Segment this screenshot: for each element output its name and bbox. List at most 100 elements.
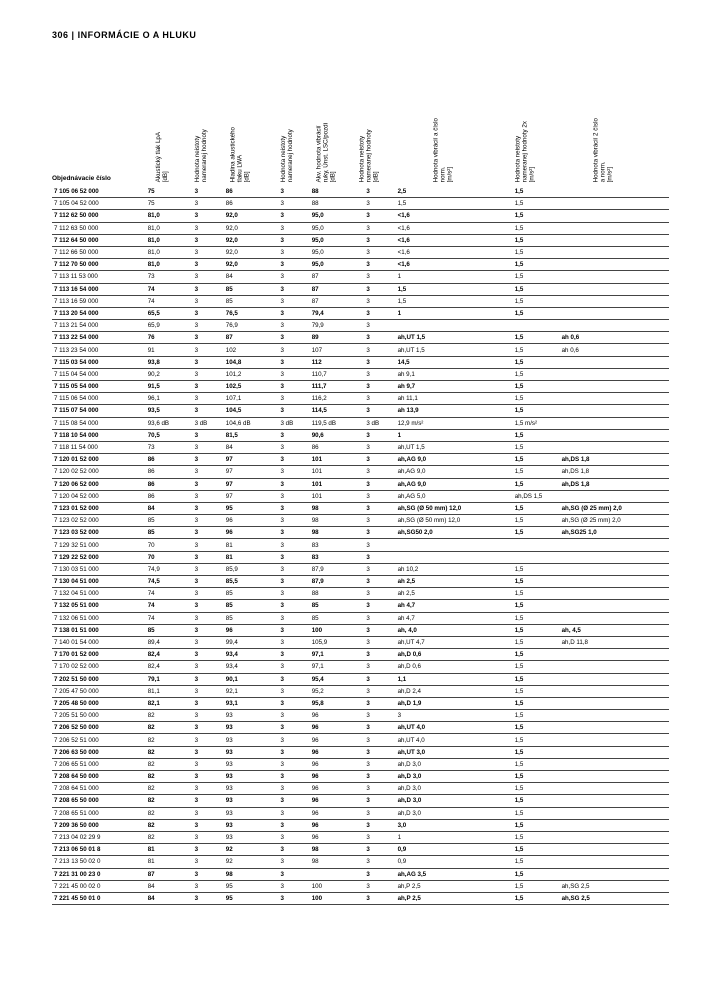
cell: 95,0 (310, 234, 365, 246)
cell: ah,SG50 2,0 (396, 527, 513, 539)
cell: 1,5 (513, 892, 560, 904)
cell: 3 (193, 210, 224, 222)
cell (513, 320, 560, 332)
cell: 3 (278, 393, 309, 405)
cell: 3 (278, 783, 309, 795)
cell: 1,5 (513, 502, 560, 514)
cell (560, 795, 669, 807)
cell: 3 (364, 515, 395, 527)
cell: 3 (193, 844, 224, 856)
cell: 3 (396, 710, 513, 722)
cell (560, 844, 669, 856)
cell (560, 246, 669, 258)
cell: 98 (310, 844, 365, 856)
cell: 7 208 65 51 000 (52, 807, 146, 819)
table-row: 7 129 32 51 000703813833 (52, 539, 669, 551)
cell: 3 (278, 588, 309, 600)
cell: 3 (278, 673, 309, 685)
cell: 1,5 (513, 283, 560, 295)
cell: 81 (146, 844, 193, 856)
cell: 93 (224, 819, 279, 831)
cell: 3 (278, 490, 309, 502)
cell: 3 (278, 856, 309, 868)
cell: 91,5 (146, 381, 193, 393)
cell: 101 (310, 454, 365, 466)
cell: 92 (224, 844, 279, 856)
cell: 1,5 (513, 356, 560, 368)
cell: 3 (278, 259, 309, 271)
cell: 3 (278, 246, 309, 258)
cell: ah,SG (Ø 25 mm) 2,0 (560, 515, 669, 527)
cell: 1,5 (513, 381, 560, 393)
cell: 97 (224, 454, 279, 466)
cell: 3 (278, 600, 309, 612)
cell: 1,5 (513, 478, 560, 490)
table-row: 7 132 05 51 000743853853ah 4,71,5 (52, 600, 669, 612)
table-row: 7 170 01 52 00082,4393,4397,13ah,D 0,61,… (52, 649, 669, 661)
cell: 88 (310, 186, 365, 198)
cell: 3 (193, 831, 224, 843)
table-row: 7 112 66 50 00081,0392,0395,03<1,61,5 (52, 246, 669, 258)
cell: 1,5 (513, 429, 560, 441)
cell: 12,9 m/s² (396, 417, 513, 429)
cell: 86 (146, 478, 193, 490)
cell: 1,5 (513, 234, 560, 246)
cell: 90,6 (310, 429, 365, 441)
table-row: 7 120 06 52 0008639731013ah,AG 9,01,5ah,… (52, 478, 669, 490)
cell: 90,2 (146, 368, 193, 380)
cell: 3 (278, 868, 309, 880)
cell: 87 (146, 868, 193, 880)
cell: 3 (278, 563, 309, 575)
cell: ah, 4,0 (396, 624, 513, 636)
cell: 89,4 (146, 636, 193, 648)
table-row: 7 206 63 50 000823933963ah,UT 3,01,5 (52, 746, 669, 758)
cell: 3 (193, 588, 224, 600)
cell (560, 868, 669, 880)
cell: 0,9 (396, 856, 513, 868)
cell: 1,5 (513, 441, 560, 453)
cell: 1,5 (513, 758, 560, 770)
table-row: 7 105 04 52 0007538638831,51,5 (52, 198, 669, 210)
cell: 3 (364, 393, 395, 405)
cell: 7 120 04 52 000 (52, 490, 146, 502)
cell: 95 (224, 880, 279, 892)
cell: 82 (146, 734, 193, 746)
cell: 105,9 (310, 636, 365, 648)
cell: 7 115 08 54 000 (52, 417, 146, 429)
cell: 7 206 63 50 000 (52, 746, 146, 758)
table-row: 7 115 06 54 00096,13107,13116,23ah 11,11… (52, 393, 669, 405)
cell: 3 (364, 527, 395, 539)
cell: 3 (364, 685, 395, 697)
cell (560, 685, 669, 697)
cell: 3 (364, 454, 395, 466)
cell: 95 (224, 892, 279, 904)
cell (560, 600, 669, 612)
cell: 3 (364, 612, 395, 624)
cell: 3 (364, 259, 395, 271)
cell: 3 (193, 186, 224, 198)
cell: 84 (224, 271, 279, 283)
cell: 75 (146, 198, 193, 210)
cell: 7 205 48 50 000 (52, 697, 146, 709)
cell: 3 (364, 210, 395, 222)
table-row: 7 118 11 54 000733843863ah,UT 1,51,5 (52, 441, 669, 453)
cell: 3 (193, 710, 224, 722)
cell: 3 (364, 186, 395, 198)
cell: 3 (193, 515, 224, 527)
cell (560, 320, 669, 332)
cell: 85 (224, 295, 279, 307)
cell: 76,5 (224, 307, 279, 319)
cell: ah 0,6 (560, 344, 669, 356)
cell: ah,DS 1,8 (560, 478, 669, 490)
cell: 3 dB (278, 417, 309, 429)
cell: 3 (193, 490, 224, 502)
cell: 7 105 06 52 000 (52, 186, 146, 198)
cell: 1,5 (513, 307, 560, 319)
table-row: 7 208 65 50 000823933963ah,D 3,01,5 (52, 795, 669, 807)
cell: 82 (146, 807, 193, 819)
cell: 101,2 (224, 368, 279, 380)
cell: 3 (278, 880, 309, 892)
cell: 7 115 06 54 000 (52, 393, 146, 405)
cell: 1 (396, 831, 513, 843)
cell: 85 (146, 515, 193, 527)
